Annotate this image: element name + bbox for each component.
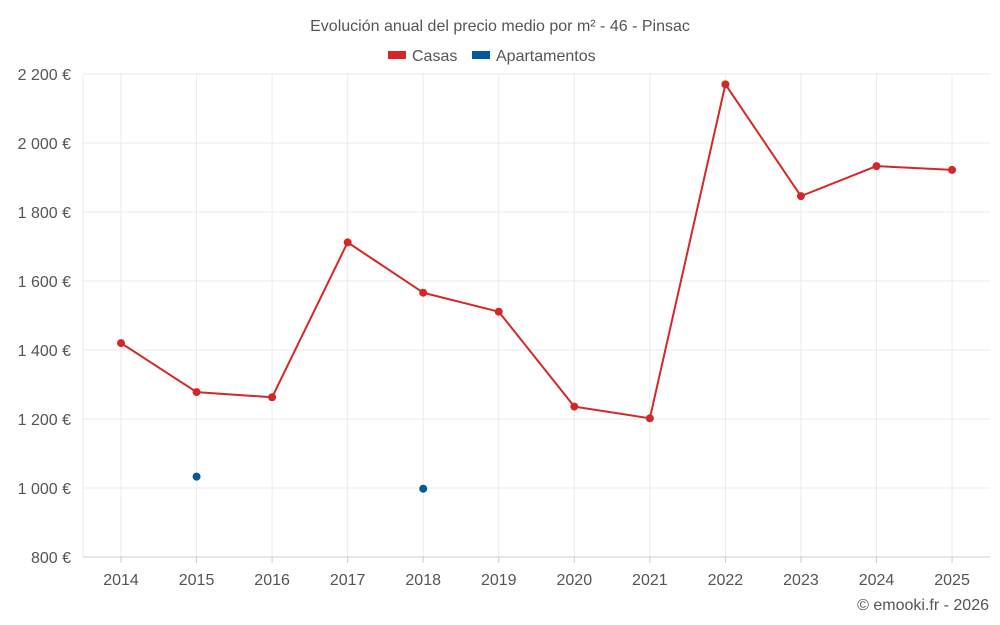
legend-label-casas[interactable]: Casas [412,48,457,65]
y-tick-label: 2 000 € [18,136,71,153]
x-tick-label: 2019 [481,572,517,589]
x-tick-label: 2024 [859,572,895,589]
data-point-casas-2022[interactable] [721,80,730,89]
data-point-casas-2023[interactable] [796,192,805,201]
y-axis: 800 € 1 000 € 1 200 € 1 400 € 1 600 € 1 800 €… [18,67,71,567]
legend: Casas Apartamentos [388,48,596,65]
data-point-casas-2017[interactable] [343,238,352,247]
x-tick-label: 2018 [405,572,441,589]
data-point-casas-2014[interactable] [117,339,125,348]
x-tick-label: 2020 [557,572,593,589]
legend-swatch-casas [388,51,406,59]
y-tick-label: 2 200 € [18,67,71,84]
x-tick-label: 2014 [103,572,139,589]
data-point-casas-2018[interactable] [419,288,428,297]
data-point-casas-2016[interactable] [268,393,277,402]
data-point-casas-2025[interactable] [948,165,957,174]
x-tick-label: 2025 [934,572,970,589]
chart-title: Evolución anual del precio medio por m² … [310,18,690,35]
plot-area [117,80,957,493]
data-point-casas-2019[interactable] [494,307,503,316]
data-point-apartamentos-2015[interactable] [192,472,201,481]
legend-swatch-apartamentos [472,51,490,59]
x-tick-label: 2017 [330,572,366,589]
y-tick-label: 1 000 € [18,481,71,498]
y-tick-label: 1 600 € [18,274,71,291]
x-axis: 2014 2015 2016 2017 2018 2019 2020 2021 2022 2023… [103,557,970,589]
x-tick-label: 2023 [783,572,819,589]
y-tick-label: 1 400 € [18,343,71,360]
series-line-casas [120,83,953,420]
gridlines [82,73,990,558]
data-point-casas-2021[interactable] [645,414,654,423]
credit-text: © emooki.fr - 2026 [857,597,989,614]
x-tick-label: 2015 [179,572,215,589]
y-tick-label: 1 800 € [18,205,71,222]
data-point-casas-2020[interactable] [570,402,579,411]
y-tick-label: 800 € [31,550,71,567]
data-point-casas-2015[interactable] [192,388,201,397]
x-tick-label: 2021 [632,572,668,589]
data-point-casas-2024[interactable] [872,162,881,171]
y-tick-label: 1 200 € [18,412,71,429]
legend-label-apartamentos[interactable]: Apartamentos [496,48,596,65]
x-tick-label: 2022 [708,572,744,589]
data-point-apartamentos-2018[interactable] [419,484,428,493]
x-tick-label: 2016 [254,572,290,589]
